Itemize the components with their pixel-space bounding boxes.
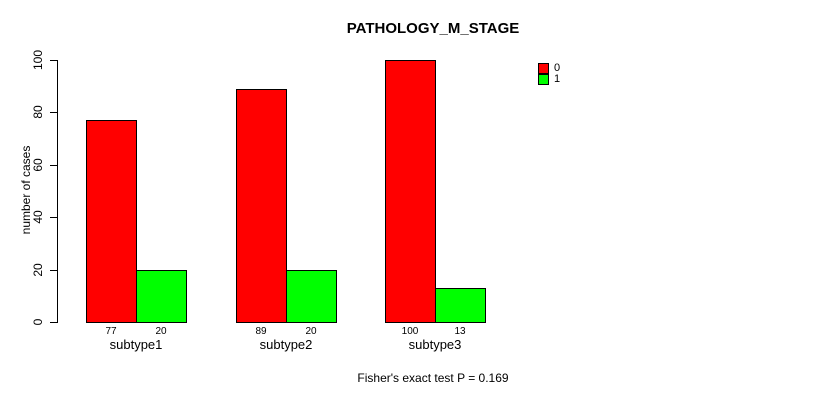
y-tick-label: 60 (31, 158, 45, 172)
bar-value-label: 77 (105, 326, 117, 337)
bar-value-label: 20 (155, 326, 167, 337)
legend: 0 1 (538, 63, 560, 85)
y-tick-mark (50, 322, 57, 323)
legend-label-0: 0 (554, 62, 561, 74)
y-tick-label: 20 (31, 263, 45, 277)
legend-label-1: 1 (554, 73, 561, 85)
bar-1-subtype2 (286, 270, 337, 323)
bar-0-subtype2 (236, 89, 287, 323)
bar-1-subtype3 (435, 288, 486, 323)
y-tick-label: 80 (31, 105, 45, 119)
y-axis-line (57, 60, 58, 323)
category-label-subtype3: subtype3 (408, 337, 462, 352)
bar-value-label: 20 (305, 326, 317, 337)
legend-item-0: 0 (538, 63, 560, 74)
y-tick-mark (50, 270, 57, 271)
bar-value-label: 89 (255, 326, 267, 337)
legend-item-1: 1 (538, 74, 560, 85)
category-label-subtype2: subtype2 (259, 337, 313, 352)
y-tick-label: 40 (31, 210, 45, 224)
bar-value-label: 13 (454, 326, 466, 337)
legend-swatch-green (538, 74, 549, 85)
bar-1-subtype1 (136, 270, 187, 323)
y-tick-mark (50, 60, 57, 61)
y-tick-mark (50, 217, 57, 218)
category-label-subtype1: subtype1 (109, 337, 163, 352)
y-tick-mark (50, 112, 57, 113)
legend-swatch-red (538, 63, 549, 74)
bar-0-subtype3 (385, 60, 436, 323)
bar-value-label: 100 (401, 326, 419, 337)
chart-title: PATHOLOGY_M_STAGE (346, 20, 520, 37)
y-tick-label: 0 (31, 318, 45, 326)
y-tick-mark (50, 165, 57, 166)
fisher-test-annotation: Fisher's exact test P = 0.169 (357, 371, 509, 385)
y-tick-label: 100 (31, 49, 45, 71)
bar-0-subtype1 (86, 120, 137, 323)
